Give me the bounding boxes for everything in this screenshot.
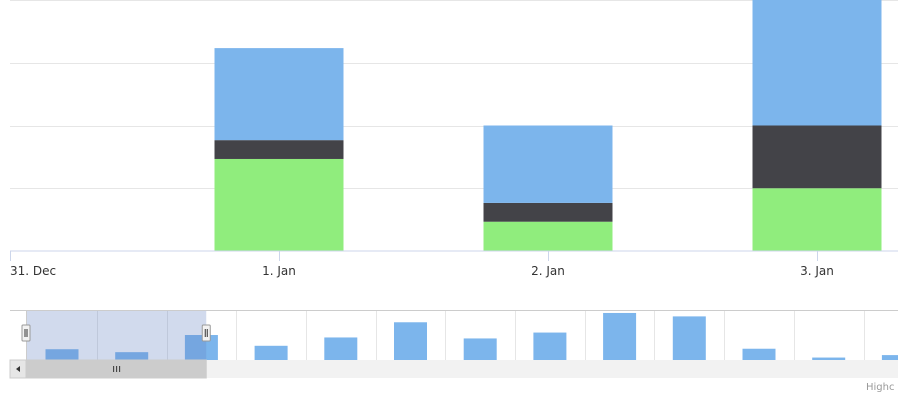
bar-segment[interactable] <box>752 125 882 189</box>
bar-segment[interactable] <box>752 0 882 126</box>
bar-segment[interactable] <box>214 140 344 159</box>
scrollbar-left-arrow-icon <box>16 366 20 372</box>
bar-segment[interactable] <box>483 202 613 222</box>
navigator-bar <box>115 352 149 360</box>
handle-body[interactable] <box>201 324 211 342</box>
navigator-right-handle[interactable] <box>201 324 211 342</box>
navigator-selection-mask[interactable] <box>26 311 207 360</box>
navigator-bar <box>881 355 898 360</box>
navigator-bar <box>603 312 637 360</box>
bar-stacks <box>214 0 882 251</box>
navigator-bar <box>324 337 358 360</box>
navigator-bar <box>742 348 776 360</box>
bar-segment[interactable] <box>214 48 344 141</box>
scrollbar-grip-icon <box>113 366 121 372</box>
navigator-bars <box>45 312 898 360</box>
navigator-bar <box>394 322 427 360</box>
x-axis-ticks: 31. Dec 1. Jan 2. Jan 3. Jan <box>10 251 834 278</box>
bar-segment[interactable] <box>214 158 344 251</box>
navigator-bar <box>672 316 706 360</box>
navigator-left-handle[interactable] <box>21 324 31 342</box>
navigator-bar <box>463 338 497 360</box>
handle-body[interactable] <box>21 324 31 342</box>
bar-segment[interactable] <box>483 221 613 251</box>
x-tick-label: 1. Jan <box>262 264 296 278</box>
credits-label[interactable]: Highc <box>866 382 894 393</box>
x-tick-label: 31. Dec <box>10 264 56 278</box>
navigator-bar <box>533 332 567 360</box>
navigator-bar <box>254 345 288 360</box>
navigator-bar <box>812 357 846 360</box>
x-tick-label: 2. Jan <box>531 264 565 278</box>
navigator-bar <box>184 335 218 360</box>
bar-segment[interactable] <box>752 188 882 251</box>
scrollbar[interactable] <box>9 359 898 379</box>
navigator-bar <box>45 349 79 360</box>
x-tick-label: 3. Jan <box>800 264 834 278</box>
scrollbar-track[interactable] <box>10 360 898 378</box>
grid-lines <box>10 0 898 189</box>
navigator-grid <box>97 311 865 360</box>
navigator[interactable] <box>10 310 898 361</box>
bar-segment[interactable] <box>483 125 613 203</box>
